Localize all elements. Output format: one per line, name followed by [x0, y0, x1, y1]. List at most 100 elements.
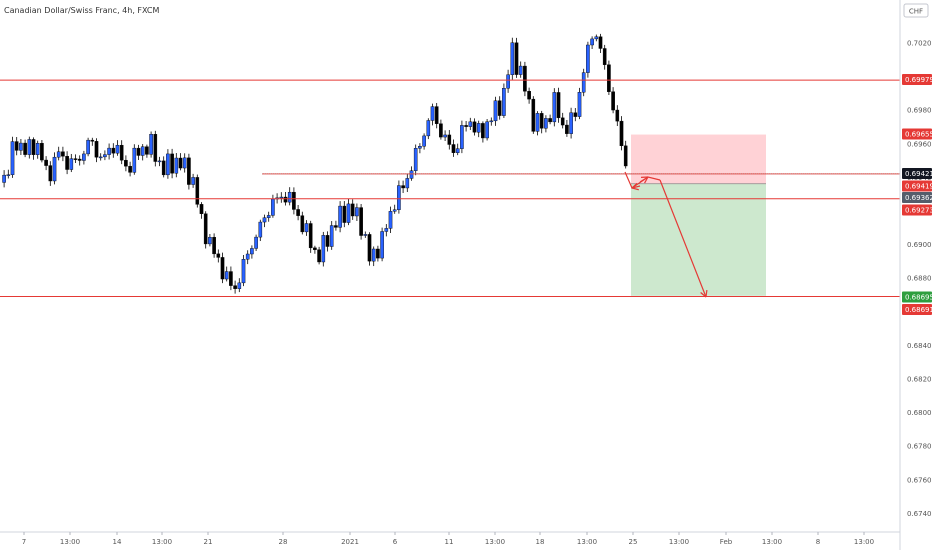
- candle-body: [86, 139, 90, 155]
- candle-body: [31, 139, 36, 155]
- candle: [434, 102, 439, 129]
- candle: [489, 117, 494, 126]
- candle: [514, 37, 519, 78]
- candle: [355, 203, 359, 222]
- candle-body: [90, 139, 95, 142]
- candle: [426, 118, 431, 140]
- candle: [115, 140, 120, 156]
- candle-body: [250, 248, 254, 255]
- candle-body: [10, 141, 15, 175]
- candle: [233, 280, 237, 294]
- price-tag-label: 0.69419: [905, 183, 932, 191]
- candle: [573, 108, 578, 122]
- candle: [451, 139, 456, 157]
- price-tag: 0.68695: [902, 291, 932, 303]
- x-tick-label: 21: [204, 538, 213, 546]
- candle: [149, 131, 153, 158]
- candle: [98, 153, 103, 161]
- price-tag-bg: [902, 168, 932, 179]
- candle: [170, 148, 174, 179]
- candle-body: [166, 153, 170, 176]
- candle: [111, 143, 116, 158]
- candle-body: [359, 207, 363, 236]
- candle: [329, 221, 334, 250]
- candle: [241, 254, 246, 287]
- candle: [376, 245, 380, 262]
- candle-body: [350, 203, 355, 217]
- candle-body: [569, 112, 573, 134]
- candle: [157, 156, 162, 167]
- candle: [531, 96, 536, 134]
- price-tags: 0.69979 0.69655 0.69421 0.69419 0.69362 0.692…: [902, 74, 932, 315]
- candle: [166, 149, 170, 179]
- y-axis: 0.702000.700000.698000.696000.694000.692…: [907, 40, 932, 518]
- candle-body: [178, 157, 183, 169]
- candle-body: [157, 160, 162, 163]
- projection-arrow-down-head: [631, 182, 638, 189]
- candle-body: [518, 65, 523, 75]
- candle: [208, 233, 212, 247]
- x-tick-label: 13:00: [669, 538, 689, 546]
- candle: [363, 231, 368, 238]
- candle-body: [443, 134, 447, 138]
- candle: [502, 83, 506, 118]
- candle: [439, 119, 443, 140]
- candle-body: [317, 249, 321, 263]
- candle-body: [199, 204, 204, 214]
- candle: [308, 220, 313, 253]
- candle: [27, 136, 32, 159]
- candle: [342, 201, 347, 228]
- candle: [182, 153, 187, 173]
- candle: [73, 154, 78, 164]
- candle: [292, 187, 296, 215]
- candle: [485, 119, 489, 141]
- candle-body: [493, 100, 498, 122]
- y-tick-label: 0.67400: [907, 510, 932, 518]
- candle: [119, 140, 124, 165]
- projection-arrow-target-head: [700, 292, 707, 298]
- candle: [447, 130, 452, 150]
- candle-body: [460, 125, 464, 149]
- candle-body: [187, 157, 191, 185]
- candle-body: [40, 143, 44, 161]
- candle-body: [23, 142, 27, 155]
- candle-body: [52, 156, 57, 182]
- candle: [350, 199, 355, 220]
- candle-body: [19, 142, 23, 151]
- candle-body: [161, 160, 166, 176]
- candle: [258, 219, 263, 242]
- candle: [493, 96, 498, 126]
- candle: [35, 140, 40, 159]
- candle-body: [245, 253, 250, 260]
- candle: [52, 152, 57, 185]
- candle-body: [241, 259, 246, 284]
- candle: [611, 87, 615, 114]
- currency-badge-box[interactable]: [903, 3, 929, 18]
- candle-body: [2, 174, 6, 183]
- candle-body: [145, 146, 149, 155]
- candle-body: [573, 112, 578, 117]
- candle: [296, 205, 300, 221]
- candle-body: [44, 159, 48, 166]
- x-tick-label: 11: [445, 538, 454, 546]
- candle: [224, 266, 229, 282]
- x-tick-label: 13:00: [854, 538, 874, 546]
- candle: [82, 150, 86, 165]
- candle: [506, 69, 510, 93]
- candle: [598, 33, 603, 54]
- candle: [334, 220, 338, 231]
- candle-body: [254, 236, 258, 249]
- candle: [455, 143, 460, 156]
- candle-body: [371, 248, 376, 262]
- candle-body: [594, 36, 599, 40]
- candle-body: [447, 134, 452, 145]
- position-zones: [631, 134, 766, 296]
- candle-body: [506, 74, 510, 89]
- candle: [346, 199, 351, 226]
- candle: [539, 110, 544, 134]
- candle: [77, 155, 82, 166]
- candle: [23, 139, 27, 158]
